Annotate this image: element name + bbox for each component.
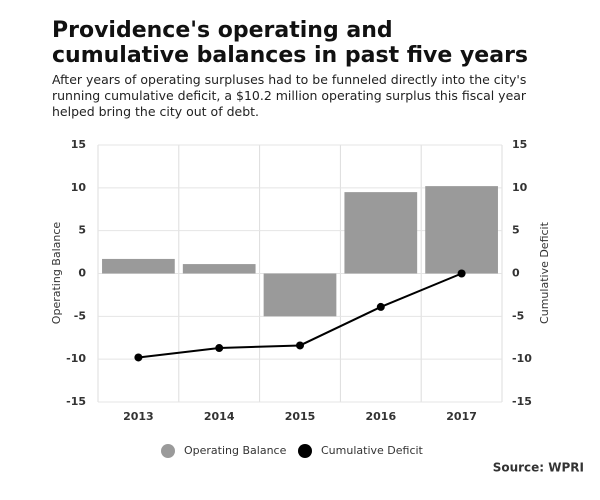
y-tick-label: -10 bbox=[66, 352, 86, 365]
y-tick-label: 5 bbox=[78, 224, 86, 237]
legend-swatch bbox=[298, 444, 312, 458]
bar bbox=[344, 192, 418, 274]
point bbox=[376, 302, 385, 311]
legend-label: Operating Balance bbox=[184, 444, 287, 457]
x-tick-label: 2017 bbox=[446, 410, 477, 423]
source: Source: WPRI bbox=[493, 461, 584, 475]
y-tick-label: -15 bbox=[66, 395, 86, 408]
y2-tick-label: -15 bbox=[512, 395, 532, 408]
x-tick-label: 2015 bbox=[285, 410, 316, 423]
y2-tick-label: 5 bbox=[512, 224, 520, 237]
y-tick-label: -5 bbox=[74, 309, 86, 322]
point bbox=[134, 353, 143, 362]
y-tick-label: 0 bbox=[78, 267, 86, 280]
x-tick-label: 2016 bbox=[365, 410, 396, 423]
y2-tick-label: 0 bbox=[512, 267, 520, 280]
legend-label: Cumulative Deficit bbox=[321, 444, 424, 457]
bar bbox=[102, 258, 175, 274]
bar bbox=[425, 186, 498, 274]
x-tick-label: 2014 bbox=[204, 410, 235, 423]
legend-swatch bbox=[161, 444, 175, 458]
y-tick-label: 10 bbox=[71, 181, 87, 194]
point bbox=[215, 344, 224, 353]
y2-tick-label: 10 bbox=[512, 181, 528, 194]
chart-title: Providence's operating and cumulative ba… bbox=[52, 18, 529, 68]
point bbox=[457, 269, 466, 278]
bar bbox=[182, 264, 256, 274]
chart-subtitle: After years of operating surpluses had t… bbox=[52, 72, 527, 119]
y-axis-label: Operating Balance bbox=[50, 222, 63, 325]
point bbox=[296, 341, 304, 350]
y-tick-label: 15 bbox=[71, 138, 86, 151]
y2-tick-label: -10 bbox=[512, 352, 532, 365]
bar bbox=[263, 273, 337, 317]
y2-tick-label: -5 bbox=[512, 309, 524, 322]
x-tick-label: 2013 bbox=[123, 410, 154, 423]
y2-axis-label: Cumulative Deficit bbox=[538, 221, 551, 324]
y2-tick-label: 15 bbox=[512, 138, 527, 151]
